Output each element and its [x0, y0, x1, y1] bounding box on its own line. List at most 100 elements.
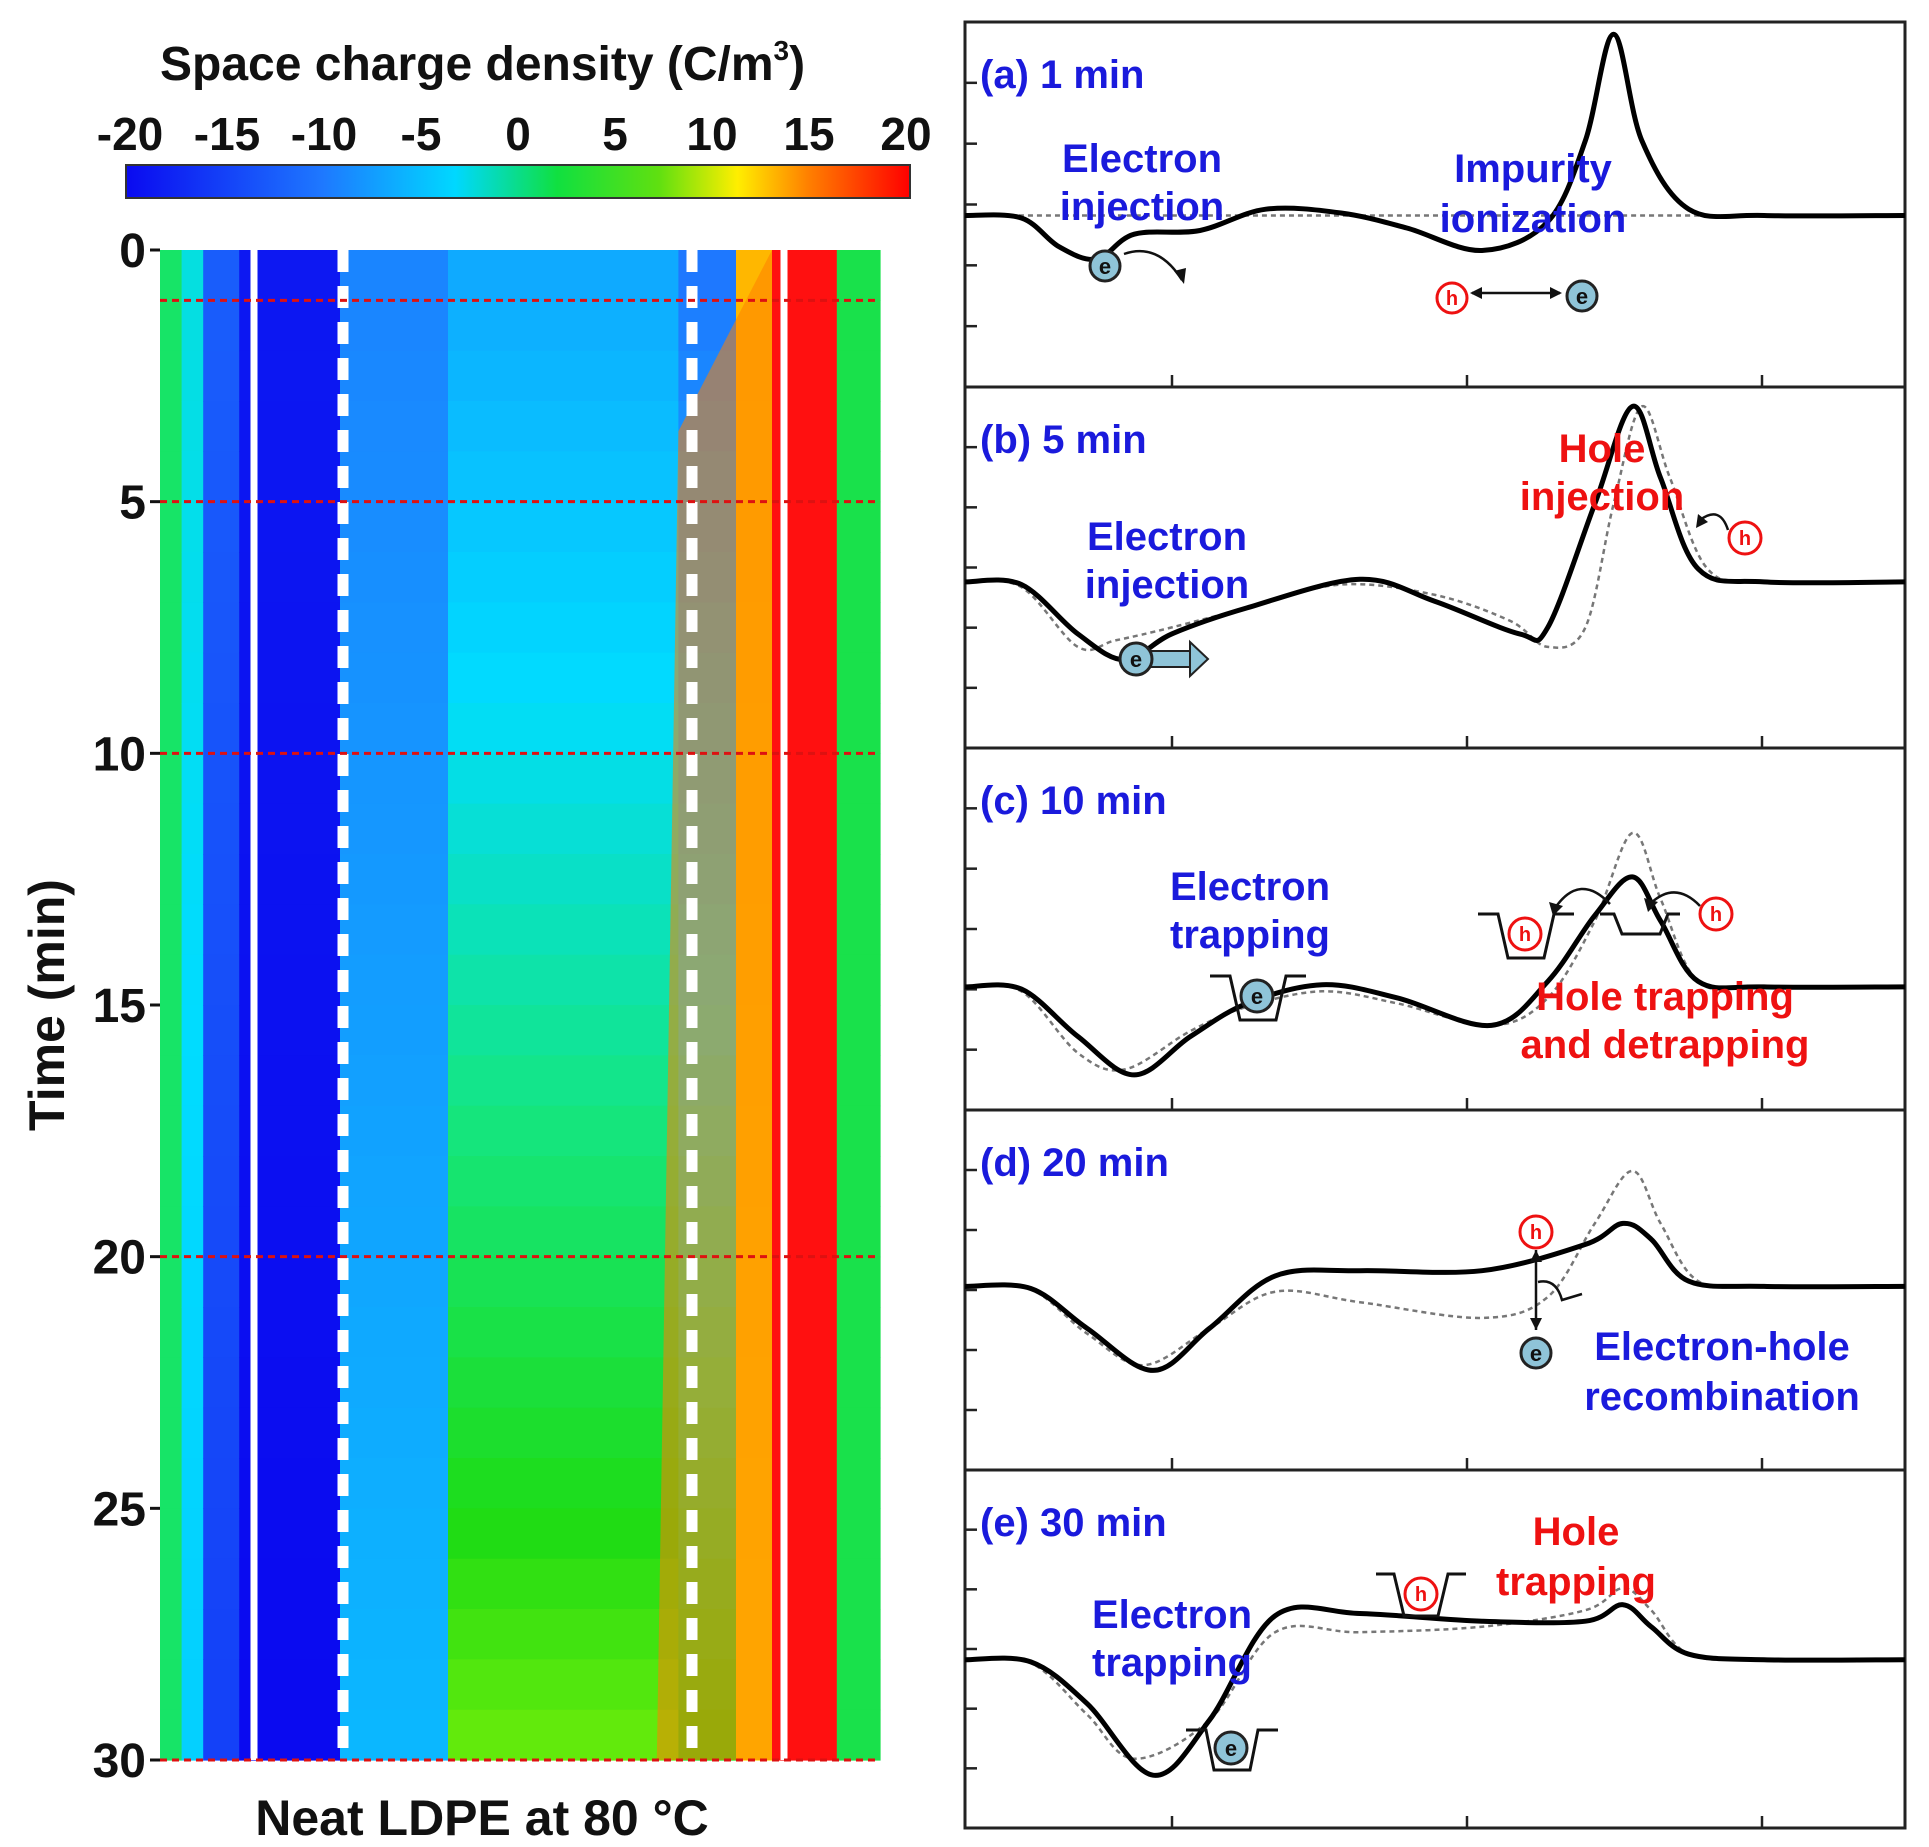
heatmap-cell [160, 1105, 183, 1157]
heatmap-cell [836, 1307, 881, 1358]
heatmap-cell [836, 250, 881, 301]
heatmap-cell [340, 1508, 449, 1560]
heatmap-cell [160, 904, 183, 956]
heatmap-cell [340, 1659, 449, 1711]
electron-symbol: e [1099, 254, 1111, 279]
current-profile-line [964, 1220, 1906, 1373]
heatmap-cell [340, 401, 449, 452]
heatmap-overlays [160, 250, 880, 1762]
heatmap-cell [160, 401, 183, 452]
hole-icon [1698, 896, 1734, 932]
heatmap-cell [160, 1458, 183, 1509]
heatmap-cell [340, 1609, 449, 1660]
hole-symbol: h [1530, 1222, 1542, 1244]
heatmap-cell [340, 803, 449, 855]
heatmap-cell [203, 803, 240, 855]
heatmap-cell [836, 803, 881, 855]
annotation-text: Electron [1092, 1593, 1252, 1637]
heatmap-cell [203, 501, 240, 553]
heatmap-cell [203, 602, 240, 654]
heatmap-cell [181, 401, 204, 452]
heatmap-cell [203, 300, 240, 352]
heatmap-cell [181, 451, 204, 503]
heatmap-cell [203, 1709, 240, 1761]
heatmap-cell [448, 703, 679, 754]
heatmap-cell [448, 401, 679, 452]
heatmap-cell [181, 904, 204, 956]
panel-label: (a) 1 min [980, 53, 1144, 97]
heatmap-cell [448, 854, 679, 905]
heatmap-cell [836, 703, 881, 754]
heatmap-cell [448, 753, 679, 805]
heatmap-cell [203, 1407, 240, 1459]
annotation-text: Electron [1170, 865, 1330, 909]
heatmap-cell [203, 904, 240, 956]
heatmap-cell [448, 1055, 679, 1107]
heatmap-cell [448, 1558, 679, 1610]
current-profile-line [964, 874, 1906, 1078]
previous-profile-line [964, 1169, 1906, 1367]
previous-profile-line [964, 405, 1906, 652]
heatmap-cell [160, 1508, 183, 1560]
y-tick-label: 20 [93, 1232, 146, 1285]
colorbar-tick-label: 10 [686, 108, 737, 160]
heatmap-cell [203, 1357, 240, 1409]
panel-label: (e) 30 min [980, 1501, 1167, 1545]
colorbar-tick-label: -20 [97, 108, 163, 160]
heatmap-cell [203, 1458, 240, 1509]
hole-symbol: h [1415, 1584, 1427, 1606]
hole-symbol: h [1710, 904, 1722, 926]
heatmap-cell [181, 552, 204, 603]
heatmap-cell [160, 954, 183, 1006]
hole-icon [1727, 520, 1763, 556]
heatmap-cell [181, 1256, 204, 1308]
heatmap-cell [203, 1307, 240, 1358]
heatmap-cell [836, 1256, 881, 1308]
hole-icon [1507, 916, 1543, 952]
current-profile-line [964, 1602, 1906, 1778]
heatmap-cell [160, 1357, 183, 1409]
heatmap-cell [181, 300, 204, 352]
heatmap-cell [160, 1256, 183, 1308]
heatmap-cell [203, 652, 240, 704]
heatmap-cell [160, 1005, 183, 1056]
annotation-text: ionization [1440, 197, 1627, 241]
electron-icon [1118, 641, 1154, 677]
injection-arrow-icon [1699, 513, 1730, 531]
heatmap-cell [181, 753, 204, 805]
colorbar-tick-label: 0 [505, 108, 531, 160]
colorbar-title-superscript: 3 [774, 35, 790, 66]
electron-icon [1519, 1336, 1553, 1370]
heatmap-cell [836, 350, 881, 402]
heatmap-cell [160, 300, 183, 352]
heatmap-cell [448, 1458, 679, 1509]
heatmap-cell [181, 1307, 204, 1358]
heatmap-cell [340, 854, 449, 905]
annotation-text: trapping [1170, 913, 1330, 957]
panel-label: (c) 10 min [980, 779, 1167, 823]
electron-symbol: e [1530, 1341, 1542, 1366]
electron-icon [1565, 279, 1599, 313]
detrap-arrow-icon [1649, 891, 1701, 907]
heatmap-cell [340, 1156, 449, 1207]
trap-well-icon [1600, 912, 1680, 936]
heatmap-cell [181, 1005, 204, 1056]
heatmap-cell [160, 350, 183, 402]
heatmap-cell [836, 401, 881, 452]
heatmap-cell [160, 1055, 183, 1107]
heatmap-cell [203, 1256, 240, 1308]
heatmap-cell [448, 1005, 679, 1056]
heatmap-cell [340, 501, 449, 553]
arrowhead-icon [1549, 902, 1563, 916]
heatmap-cell [340, 904, 449, 956]
electron-symbol: e [1576, 284, 1588, 309]
heatmap-cell [448, 803, 679, 855]
heatmap-cell [448, 552, 679, 603]
heatmap-cell [340, 1005, 449, 1056]
heatmap-y-label: Time (min) [19, 879, 75, 1131]
annotation-text: recombination [1584, 1375, 1860, 1419]
heatmap-cell [340, 954, 449, 1006]
heatmap-cell [203, 451, 240, 503]
heatmap-cell [340, 1458, 449, 1509]
y-tick-label: 30 [93, 1735, 146, 1788]
